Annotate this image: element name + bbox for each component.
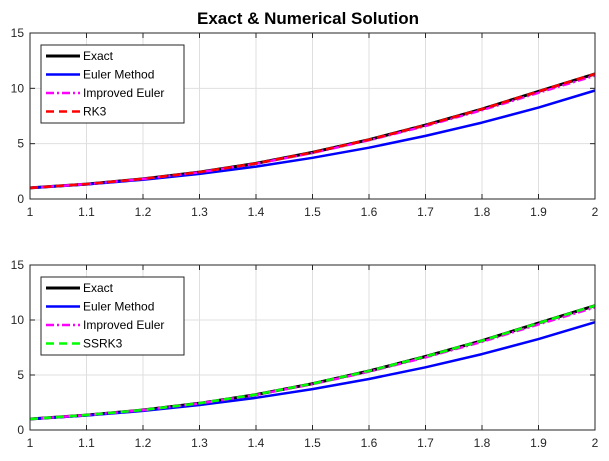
x-tick-label: 1.5 <box>304 436 321 450</box>
legend: Exact Euler Method Improved Euler RK3 <box>40 44 185 124</box>
x-tick-label: 1.5 <box>304 205 321 219</box>
x-tick-label: 1.3 <box>191 205 208 219</box>
x-tick-label: 1.6 <box>361 205 378 219</box>
series-line-improved-euler <box>29 306 596 421</box>
series-line-ssrk3 <box>29 304 596 421</box>
x-tick-label: 1.8 <box>474 436 491 450</box>
legend-box <box>40 276 185 356</box>
x-tick-label: 1.7 <box>417 205 434 219</box>
legend-label: Exact <box>83 49 114 63</box>
legend-label: Improved Euler <box>83 318 164 332</box>
x-tick-label: 1.8 <box>474 205 491 219</box>
legend-box <box>40 44 185 124</box>
y-tick-label: 15 <box>11 26 25 40</box>
x-tick-label: 1 <box>27 436 34 450</box>
x-tick-label: 1 <box>27 205 34 219</box>
y-tick-label: 10 <box>11 313 25 327</box>
subplot-bottom: 1 1.1 1.2 1.3 1.4 1.5 1.6 1.7 1.8 1.9 2 0 5 10 15 Exact… <box>11 258 599 450</box>
y-tick-label: 10 <box>11 81 25 95</box>
x-tick-label: 1.4 <box>248 436 265 450</box>
x-tick-label: 1.3 <box>191 436 208 450</box>
x-tick-label: 1.2 <box>135 205 152 219</box>
x-tick-label: 1.1 <box>78 205 95 219</box>
x-tick-label: 1.9 <box>530 205 547 219</box>
y-tick-label: 0 <box>17 192 24 206</box>
legend-label: Euler Method <box>83 68 154 82</box>
x-tick-label: 1.7 <box>417 436 434 450</box>
y-tick-label: 15 <box>11 258 25 272</box>
legend-label: Improved Euler <box>83 86 164 100</box>
x-tick-label: 2 <box>592 436 599 450</box>
legend-label: Exact <box>83 281 114 295</box>
subplot-top: 1 1.1 1.2 1.3 1.4 1.5 1.6 1.7 1.8 1.9 2 0 5 10 15 Exact… <box>11 26 599 219</box>
legend-label: SSRK3 <box>83 337 123 351</box>
legend: Exact Euler Method Improved Euler SSRK3 <box>40 276 185 356</box>
x-tick-label: 1.2 <box>135 436 152 450</box>
legend-label: Euler Method <box>83 300 154 314</box>
x-tick-label: 1.9 <box>530 436 547 450</box>
x-tick-label: 1.4 <box>248 205 265 219</box>
x-tick-label: 1.6 <box>361 436 378 450</box>
series-line-rk3 <box>29 72 596 190</box>
y-tick-label: 5 <box>17 368 24 382</box>
y-tick-label: 5 <box>17 137 24 151</box>
legend-label: RK3 <box>83 105 107 119</box>
x-tick-label: 2 <box>592 205 599 219</box>
series-line-improved-euler <box>29 74 596 190</box>
figure-title: Exact & Numerical Solution <box>197 9 419 28</box>
y-tick-label: 0 <box>17 423 24 437</box>
x-tick-label: 1.1 <box>78 436 95 450</box>
